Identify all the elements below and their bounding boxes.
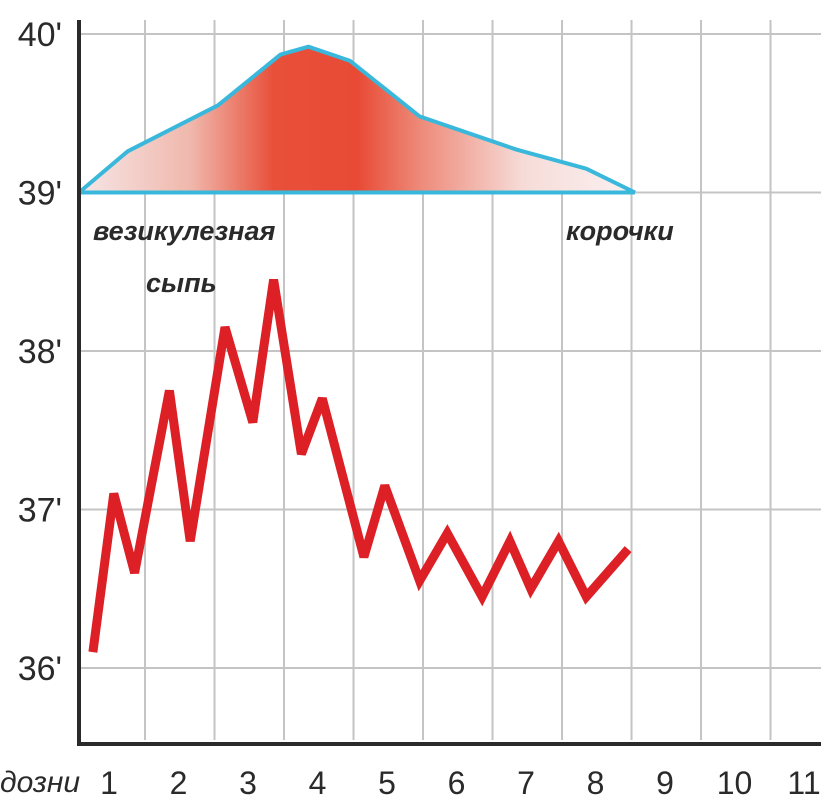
y-tick-label: 37' bbox=[18, 492, 62, 530]
rash-outline bbox=[77, 44, 636, 195]
y-tick-label: 39' bbox=[18, 175, 62, 213]
rash-area bbox=[77, 44, 636, 195]
annotation-vesicular: везикулезная bbox=[93, 216, 276, 246]
axes bbox=[77, 20, 821, 746]
x-tick-label: 5 bbox=[378, 765, 396, 801]
x-tick-label: 7 bbox=[517, 765, 535, 801]
y-tick-labels: 40' 39' 38' 37' 36' bbox=[18, 16, 62, 688]
rash-fill bbox=[79, 46, 635, 193]
x-tick-label: 1 bbox=[100, 765, 118, 801]
x-tick-label: 8 bbox=[587, 765, 605, 801]
annotation-crusts: корочки bbox=[566, 216, 674, 246]
x-tick-label: 4 bbox=[309, 765, 327, 801]
temperature-line-group bbox=[88, 278, 632, 653]
x-tick-label: 10 bbox=[717, 765, 753, 801]
x-tick-labels: 1 2 3 4 5 6 7 8 9 10 11 bbox=[100, 765, 821, 801]
y-tick-label: 36' bbox=[18, 650, 62, 688]
x-tick-label: 2 bbox=[170, 765, 188, 801]
y-tick-label: 38' bbox=[18, 333, 62, 371]
x-tick-label: 3 bbox=[239, 765, 257, 801]
temperature-line bbox=[88, 278, 632, 653]
x-tick-label: 6 bbox=[448, 765, 466, 801]
y-tick-label: 40' bbox=[18, 16, 62, 54]
x-tick-label: 9 bbox=[656, 765, 674, 801]
x-axis-label: дозни bbox=[0, 766, 80, 799]
x-tick-label: 11 bbox=[787, 765, 820, 801]
annotation-rash: сыпь bbox=[146, 268, 217, 298]
